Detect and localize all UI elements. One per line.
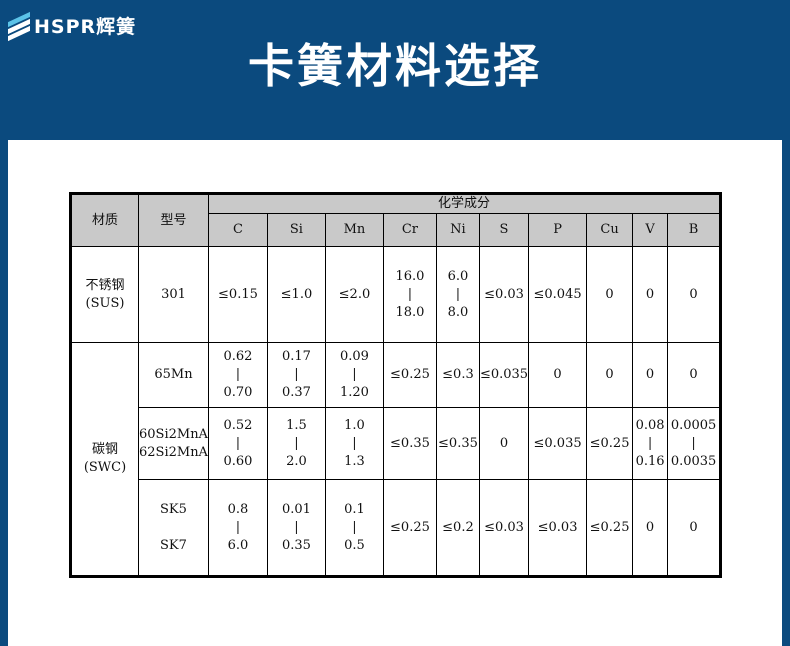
header-row: 材质 型号 化学成分 [70,193,722,247]
value-cell: 6.0 | 8.0 [435,246,480,343]
value-cell: ≤0.03 [528,479,588,577]
value-cell: 0 [667,479,722,577]
value-cell: ≤0.25 [382,342,437,408]
model-cell: 301 [138,246,209,343]
value-cell: 1.5 | 2.0 [266,407,326,480]
model-cell: 60Si2MnA 62Si2MnA [138,407,209,480]
value-cell: 0 [667,342,722,408]
table-row: SK5 SK7 0.8 | 6.0 0.01 | 0.35 0.1 | 0.5 ≤0.2… [71,479,722,577]
value-cell: 1.0 | 1.3 [324,407,384,480]
value-cell: ≤0.2 [435,479,480,577]
material-cell: 不锈钢 (SUS) [70,246,139,343]
header-element: Cu [586,213,634,247]
value-cell: 0.8 | 6.0 [207,479,268,577]
header-element: Mn [324,213,384,247]
value-cell: 0.08 | 0.16 [632,407,669,480]
value-cell: 0 [478,407,530,480]
value-cell: 0.52 | 0.60 [207,407,268,480]
value-cell: 0 [586,246,634,343]
table-row: 不锈钢 (SUS) 301 ≤0.15 ≤1.0 ≤2.0 16.0 | 18.0 6.0 … [70,246,722,343]
header-element: Si [266,213,326,247]
value-cell: ≤2.0 [324,246,384,343]
value-cell: ≤0.25 [586,407,634,480]
brand-logo: HSPR辉簧 [8,11,137,41]
table-row: 60Si2MnA 62Si2MnA 0.52 | 0.60 1.5 | 2.0 1.0… [71,407,722,480]
value-cell: ≤1.0 [266,246,326,343]
value-cell: 16.0 | 18.0 [382,246,437,343]
value-cell: ≤0.35 [435,407,480,480]
header-element: S [478,213,530,247]
header-model: 型号 [138,193,209,247]
value-cell: 0 [632,246,669,343]
header-element: P [528,213,588,247]
model-cell: 65Mn [138,342,209,408]
header-material: 材质 [70,193,139,247]
value-cell: ≤0.25 [586,479,634,577]
value-cell: ≤0.03 [478,479,530,577]
table-row: 碳钢 (SWC) 65Mn 0.62 | 0.70 0.17 | 0.37 0.09 |… [70,342,722,577]
value-cell: 0 [586,342,634,408]
value-cell: ≤0.15 [207,246,268,343]
model-cell: SK5 SK7 [138,479,209,577]
header-element: V [632,213,669,247]
material-cell: 碳钢 (SWC) [70,342,139,577]
page-title: 卡簧材料选择 [248,39,542,93]
value-cell: ≤0.045 [528,246,588,343]
value-cell: ≤0.35 [382,407,437,480]
value-cell: 0.17 | 0.37 [266,342,326,408]
value-cell: 0.62 | 0.70 [207,342,268,408]
header-element: C [207,213,268,247]
value-cell: ≤0.03 [478,246,530,343]
value-cell: 0 [528,342,588,408]
header-row-elements: C Si Mn Cr Ni S P Cu V B [71,213,722,247]
value-cell: 0.1 | 0.5 [324,479,384,577]
header-element: Ni [435,213,480,247]
value-cell: 0.01 | 0.35 [266,479,326,577]
value-cell: 0 [667,246,722,343]
value-cell: ≤0.25 [382,479,437,577]
header-element: Cr [382,213,437,247]
value-cell: 0.0005 | 0.0035 [667,407,722,480]
value-cell: ≤0.035 [478,342,530,408]
logo-text: HSPR辉簧 [34,16,137,38]
value-cell: 0.09 | 1.20 [324,342,384,408]
material-table: 材质 型号 化学成分 C Si Mn Cr Ni S P Cu V B 不锈钢 (SUS) 301 ≤0… [69,192,723,578]
value-cell: ≤0.035 [528,407,588,480]
header-element: B [667,213,722,247]
value-cell: 0 [632,342,669,408]
value-cell: ≤0.3 [435,342,480,408]
value-cell: 0 [632,479,669,577]
header-composition: 化学成分 [207,193,722,214]
